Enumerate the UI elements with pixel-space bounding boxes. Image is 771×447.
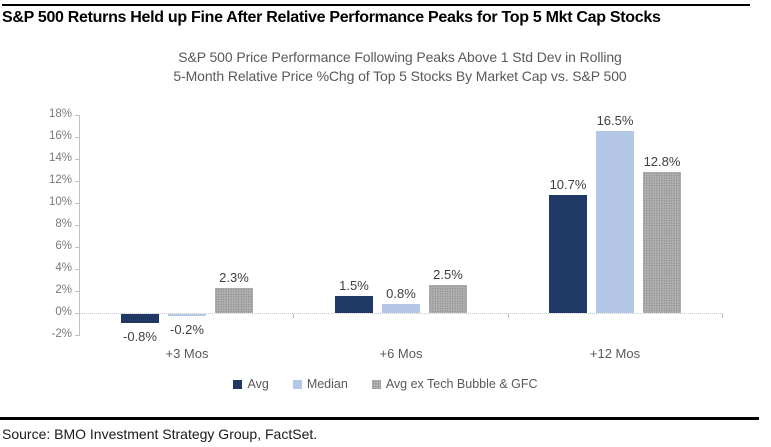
top-divider <box>2 4 750 6</box>
x-axis-category-label: +12 Mos <box>589 346 641 361</box>
y-axis-tick-label: 0% <box>55 306 72 318</box>
y-axis-tick-mark <box>75 225 80 226</box>
y-axis-tick-label: 16% <box>48 130 72 142</box>
chart-title: S&P 500 Price Performance Following Peak… <box>40 48 760 86</box>
y-axis-line <box>79 115 80 335</box>
bar-value-label: -0.2% <box>170 322 204 337</box>
legend-label: Avg ex Tech Bubble & GFC <box>385 377 538 391</box>
y-axis-tick-label: 10% <box>48 196 72 208</box>
bar-avg-ex-tech-bubble-gfc-12-mos <box>643 172 681 313</box>
y-axis-tick-label: -2% <box>51 328 72 340</box>
y-axis-tick-mark <box>75 137 80 138</box>
bar-value-label: -0.8% <box>123 329 157 344</box>
legend-item: Median <box>292 377 348 391</box>
y-axis-tick-label: 12% <box>48 174 72 186</box>
y-axis-tick-label: 4% <box>55 262 72 274</box>
y-axis-tick-mark <box>75 159 80 160</box>
bar-value-label: 1.5% <box>339 278 369 293</box>
bar-avg-6-mos <box>335 296 373 313</box>
y-axis-tick-label: 6% <box>55 240 72 252</box>
y-axis-tick-mark <box>75 313 80 314</box>
legend-swatch-icon <box>233 379 243 389</box>
x-axis-tick-mark <box>508 314 509 318</box>
legend-swatch-icon <box>292 379 302 389</box>
bar-value-label: 2.3% <box>219 270 249 285</box>
bar-avg-ex-tech-bubble-gfc-6-mos <box>429 285 467 313</box>
legend-item: Avg <box>233 377 269 391</box>
bottom-divider <box>0 417 759 420</box>
bar-value-label: 12.8% <box>643 154 681 169</box>
y-axis-tick-mark <box>75 181 80 182</box>
x-axis-zero-line <box>80 313 723 314</box>
bar-value-label: 16.5% <box>596 113 634 128</box>
x-axis-category-label: +3 Mos <box>165 346 209 361</box>
x-axis-tick-mark <box>293 314 294 318</box>
chart-title-line-2: 5-Month Relative Price %Chg of Top 5 Sto… <box>173 68 627 84</box>
y-axis-tick-label: 14% <box>48 152 72 164</box>
page-title: S&P 500 Returns Held up Fine After Relat… <box>2 9 661 26</box>
y-axis-tick-mark <box>75 291 80 292</box>
y-axis-tick-label: 18% <box>48 108 72 120</box>
bar-median-6-mos <box>382 304 420 313</box>
y-axis-tick-label: 2% <box>55 284 72 296</box>
bar-avg-3-mos <box>121 314 159 323</box>
bar-value-label: 0.8% <box>386 286 416 301</box>
x-axis-category-label: +6 Mos <box>379 346 423 361</box>
y-axis-tick-mark <box>75 203 80 204</box>
bar-value-label: 2.5% <box>433 267 463 282</box>
source-note: Source: BMO Investment Strategy Group, F… <box>2 426 318 442</box>
chart-legend: Avg Median Avg ex Tech Bubble & GFC <box>0 377 771 391</box>
legend-swatch-icon <box>371 379 381 389</box>
y-axis-tick-mark <box>75 335 80 336</box>
y-axis-tick-mark <box>75 269 80 270</box>
y-axis-tick-mark <box>75 247 80 248</box>
y-axis-tick-label: 8% <box>55 218 72 230</box>
y-axis-tick-mark <box>75 115 80 116</box>
bar-avg-12-mos <box>549 195 587 313</box>
bar-median-12-mos <box>596 131 634 313</box>
legend-item: Avg ex Tech Bubble & GFC <box>371 377 538 391</box>
bar-avg-ex-tech-bubble-gfc-3-mos <box>215 288 253 313</box>
x-axis-tick-mark <box>722 314 723 318</box>
legend-label: Avg <box>247 377 269 391</box>
chart-title-line-1: S&P 500 Price Performance Following Peak… <box>178 49 622 65</box>
bar-median-3-mos <box>168 314 206 316</box>
legend-label: Median <box>306 377 348 391</box>
bar-value-label: 10.7% <box>549 177 587 192</box>
